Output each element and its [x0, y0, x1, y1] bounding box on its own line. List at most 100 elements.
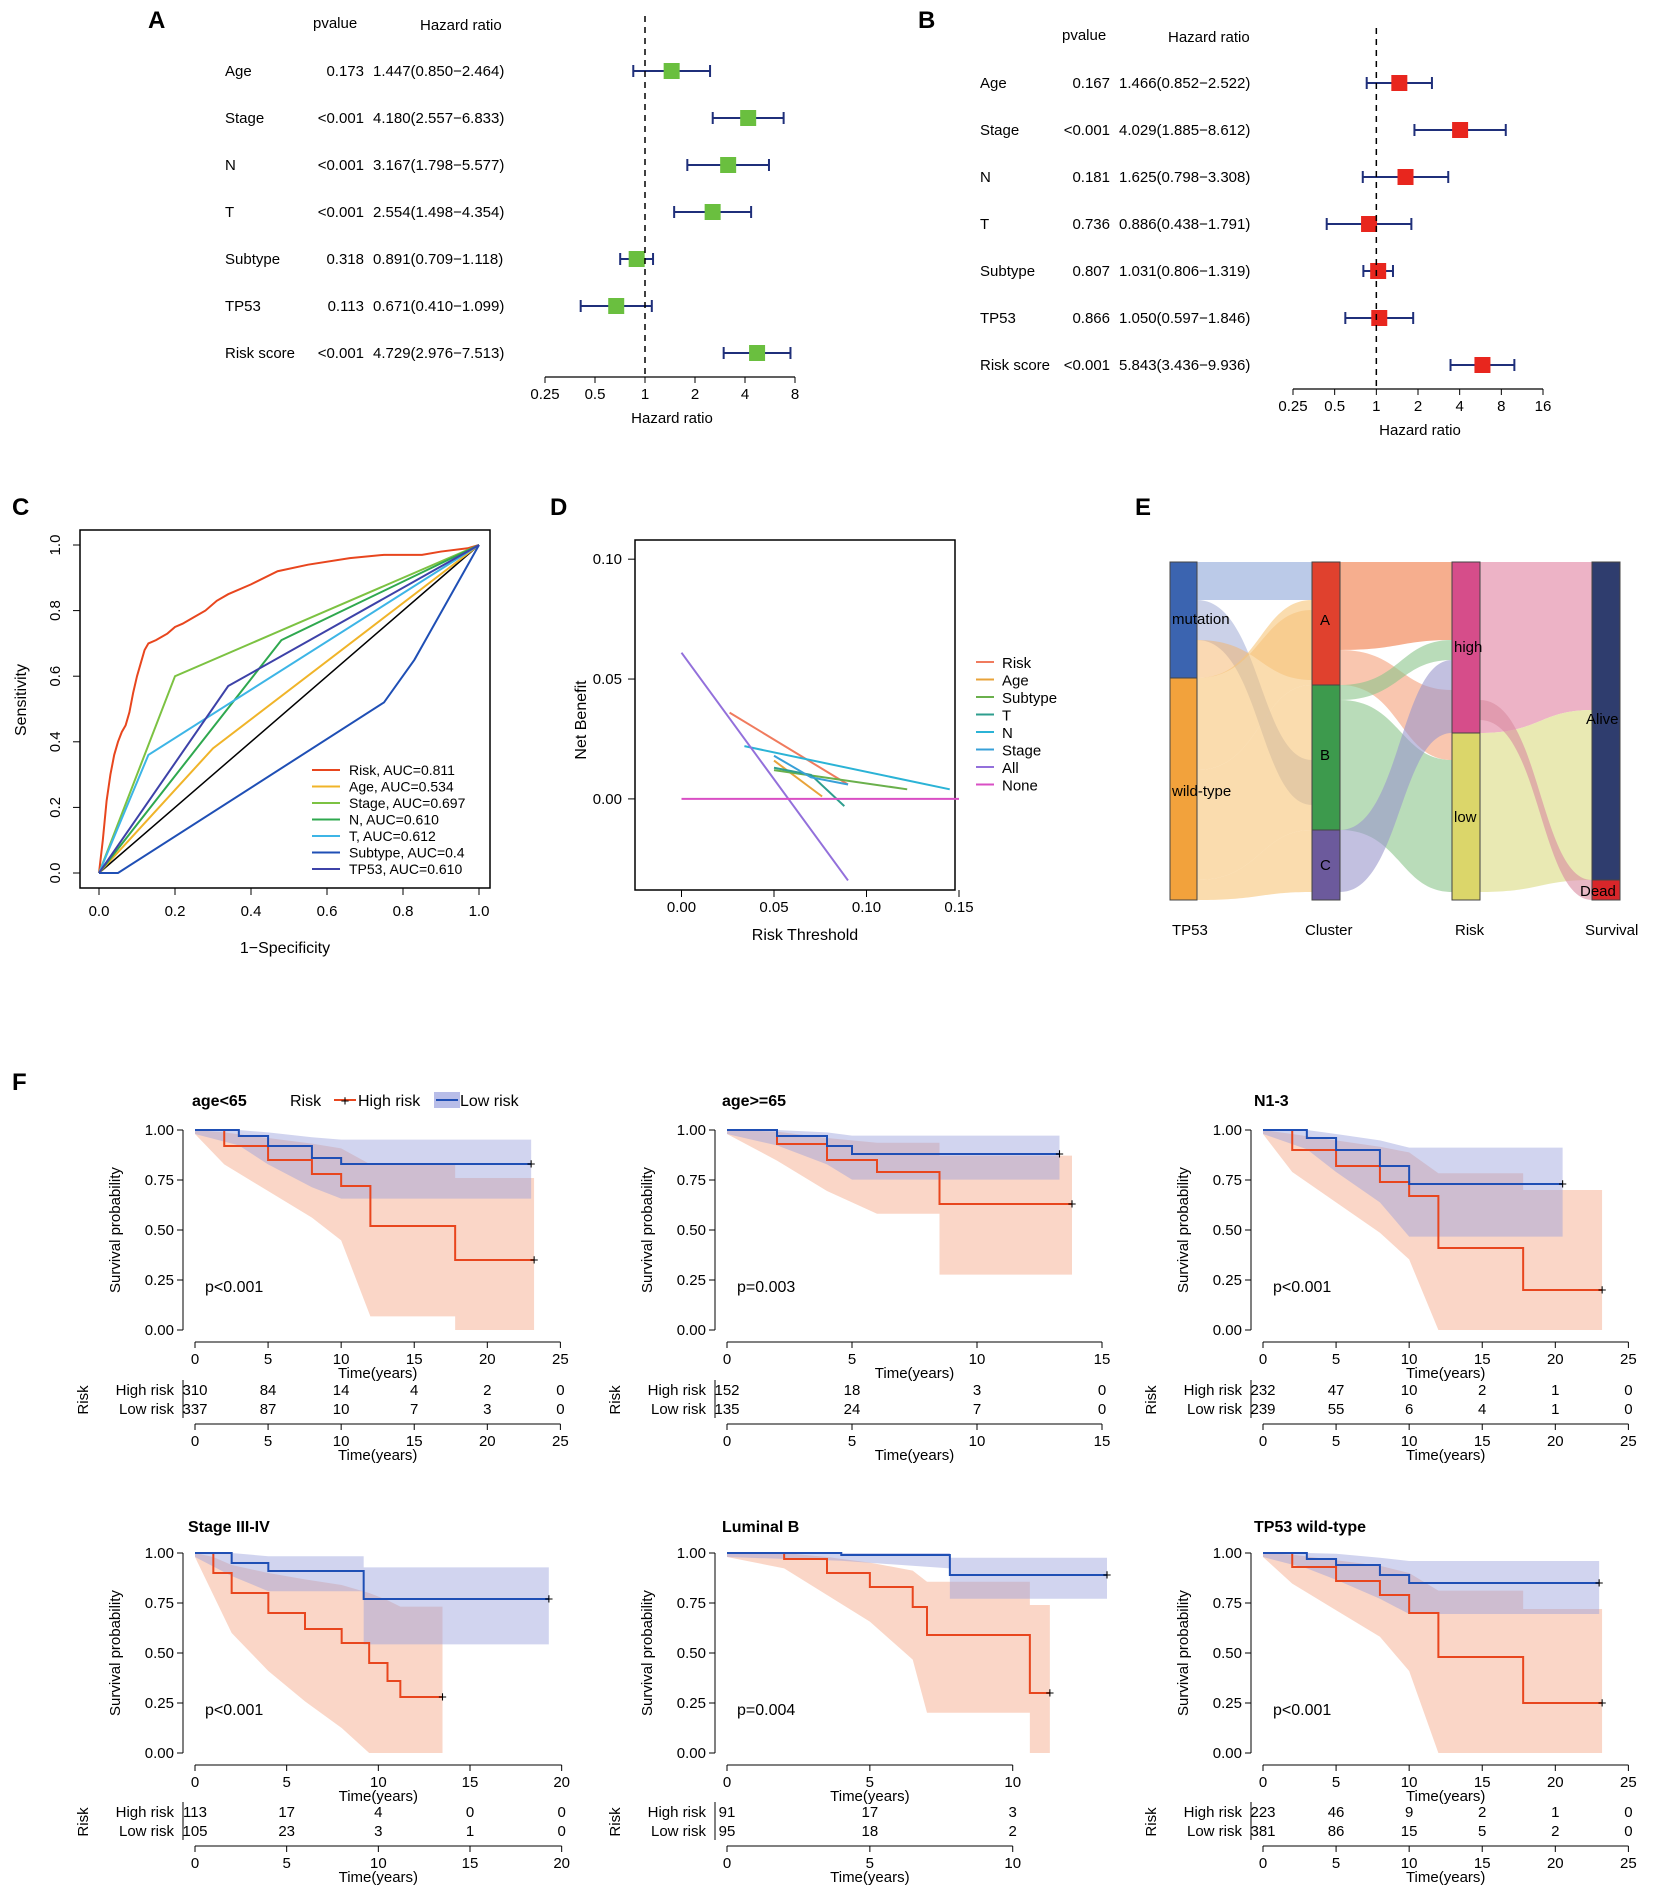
dca-curve — [680, 652, 849, 882]
forest-row-pvalue: 0.167 — [1072, 75, 1110, 92]
forest-row-name: TP53 — [225, 298, 261, 315]
survival-censor-mark: + — [1598, 1282, 1607, 1299]
survival-xlabel: Time(years) — [1406, 1365, 1485, 1382]
survival-x-tick-label: 0 — [1259, 1774, 1267, 1791]
dca-legend-label: Subtype — [1002, 690, 1057, 707]
risk-table-low-count: 10 — [333, 1401, 350, 1418]
survival-x-tick-label: 25 — [552, 1351, 569, 1368]
survival-high-band — [195, 1130, 535, 1330]
risk-table-low-count: 0 — [1624, 1823, 1632, 1840]
forest-row-hr: 4.029(1.885−8.612) — [1119, 122, 1250, 139]
forest-x-tick-label: 4 — [1455, 398, 1463, 415]
risk-table-x-tick-label: 5 — [1332, 1855, 1340, 1872]
forest-row-hr: 4.729(2.976−7.513) — [373, 345, 504, 362]
risk-table-low-label: Low risk — [1187, 1823, 1243, 1840]
survival-low-curve — [195, 1552, 549, 1600]
roc-curve — [98, 544, 480, 874]
forest-row-pvalue: 0.866 — [1072, 310, 1110, 327]
sankey-label-c: C — [1320, 857, 1331, 874]
roc-y-tick-label: 0.2 — [47, 797, 64, 818]
risk-table-xlabel: Time(years) — [1406, 1869, 1485, 1886]
survival-y-tick-label: 0.00 — [677, 1745, 706, 1762]
forest-row-name: Age — [980, 75, 1007, 92]
panel-label-b: B — [918, 7, 935, 34]
survival-y-tick-label: 0.25 — [145, 1695, 174, 1712]
forest-row-pvalue: <0.001 — [318, 110, 364, 127]
forest-hr-point — [663, 63, 680, 79]
sankey-flow-b-high — [1340, 640, 1452, 700]
survival-pvalue: p=0.004 — [737, 1702, 795, 1719]
risk-table-x-tick-label: 10 — [370, 1855, 387, 1872]
forest-x-tick-label: 4 — [741, 386, 749, 403]
survival-pvalue: p<0.001 — [205, 1279, 263, 1296]
forest-b-rows: Age 0.167 1.466(0.852−2.522) Stage <0.001 4.0… — [980, 75, 1250, 374]
risk-table-high-count: 0 — [1624, 1382, 1632, 1399]
risk-table-high-count: 4 — [374, 1804, 382, 1821]
forest-row-name: N — [225, 157, 236, 174]
sankey-flow-to-dead — [1480, 700, 1592, 900]
risk-table-x-tick-label: 5 — [848, 1433, 856, 1450]
roc-x-tick-label: 0.0 — [89, 903, 110, 920]
risk-table-low-count: 105 — [182, 1823, 207, 1840]
dca-curve — [773, 754, 849, 786]
survival-y-tick-label: 0.75 — [1213, 1172, 1242, 1189]
sankey-flow-a-high — [1340, 562, 1452, 650]
forest-x-tick-label: 8 — [791, 386, 799, 403]
legend-high-marker: + — [341, 1093, 350, 1110]
risk-table-high-count: 17 — [278, 1804, 295, 1821]
risk-table-low-count: 5 — [1478, 1823, 1486, 1840]
risk-table-x-tick-label: 0 — [723, 1433, 731, 1450]
forest-row-name: T — [225, 204, 234, 221]
risk-table-x-tick-label: 0 — [723, 1855, 731, 1872]
survival-high-band — [727, 1130, 1072, 1275]
survival-censor-mark: + — [1055, 1146, 1064, 1163]
survival-y-tick-label: 0.25 — [677, 1272, 706, 1289]
survival-x-tick-label: 15 — [1474, 1774, 1491, 1791]
risk-table-high-label: High risk — [1184, 1382, 1243, 1399]
survival-panel: age>=65 + +0.00 0.25 0.50 0.75 1.00 0 5 10 15 Time(… — [607, 1093, 1110, 1464]
risk-table-high-count: 0 — [557, 1804, 565, 1821]
risk-table-x-tick-label: 20 — [1547, 1855, 1564, 1872]
survival-censor-mark: + — [530, 1252, 539, 1269]
survival-x-tick-label: 5 — [866, 1774, 874, 1791]
survival-x-tick-label: 5 — [282, 1774, 290, 1791]
risk-table-label: Risk — [75, 1807, 92, 1837]
survival-high-curve — [195, 1552, 443, 1698]
survival-pvalue: p<0.001 — [1273, 1279, 1331, 1296]
dca-chart: 0.00 0.05 0.10 0.15 0.00 0.05 0.10 RiskAgeSubty… — [573, 539, 1057, 944]
forest-x-tick-label: 1 — [1372, 398, 1380, 415]
survival-panel-title: TP53 wild-type — [1254, 1519, 1366, 1536]
sankey-node-high — [1451, 561, 1481, 734]
risk-table-high-count: 2 — [483, 1382, 491, 1399]
survival-y-tick-label: 0.25 — [145, 1272, 174, 1289]
forest-x-tick-label: 8 — [1497, 398, 1505, 415]
survival-x-tick-label: 20 — [1547, 1351, 1564, 1368]
survival-x-tick-label: 10 — [370, 1774, 387, 1791]
roc-legend-label: Age, AUC=0.534 — [349, 779, 454, 795]
roc-y-tick-label: 0.4 — [47, 731, 64, 752]
dca-legend-label: T — [1002, 708, 1011, 725]
risk-table-high-count: 3 — [973, 1382, 981, 1399]
dca-legend-label: Stage — [1002, 743, 1041, 760]
roc-y-tick-label: 0.0 — [47, 863, 64, 884]
roc-legend-label: Stage, AUC=0.697 — [349, 795, 466, 811]
dca-frame — [634, 539, 956, 891]
survival-y-tick-label: 1.00 — [677, 1122, 706, 1139]
risk-table-x-tick-label: 5 — [282, 1855, 290, 1872]
sankey-flow-mut-a — [1197, 562, 1312, 600]
survival-censor-mark: + — [1595, 1575, 1604, 1592]
dca-y-tick-label: 0.00 — [593, 791, 622, 808]
roc-curve — [99, 544, 480, 874]
roc-legend-label: Risk, AUC=0.811 — [349, 762, 455, 778]
risk-table-high-count: 14 — [333, 1382, 350, 1399]
risk-table-low-label: Low risk — [1187, 1401, 1243, 1418]
survival-legend-low: Low risk — [460, 1093, 520, 1110]
survival-high-band — [1263, 1553, 1603, 1753]
roc-chart: 0.0 0.0 0.2 0.2 0.4 0.4 0.6 0.6 0.8 0.8 1.0 1.0 Risk… — [13, 529, 491, 957]
risk-table-x-tick-label: 25 — [1620, 1855, 1637, 1872]
survival-panel: age<65++0.000.250.500.751.000 5 10 15 20 25Ti… — [75, 1093, 569, 1464]
sankey-flow-wt-c — [1197, 830, 1312, 900]
risk-table-low-count: 6 — [1405, 1401, 1413, 1418]
survival-low-curve — [195, 1129, 532, 1165]
survival-low-curve — [727, 1129, 1060, 1155]
